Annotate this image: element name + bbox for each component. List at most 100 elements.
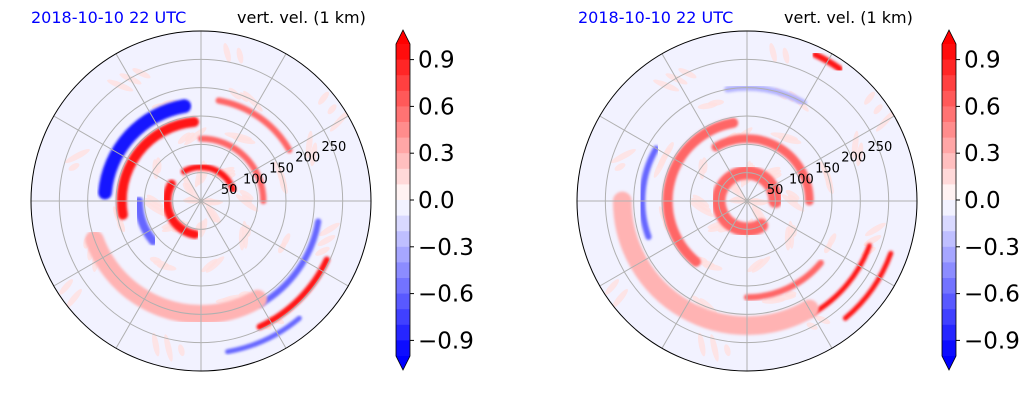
colorbar-extend-max	[942, 30, 956, 44]
field-speckle	[752, 208, 762, 223]
field-speckle	[206, 208, 216, 223]
colorbar-level	[942, 262, 956, 279]
colorbar-extend-max	[396, 30, 410, 44]
grid-spoke	[746, 53, 833, 202]
grid-spoke	[115, 200, 202, 349]
timestamp-label: 2018-10-10 22 UTC	[31, 8, 187, 27]
field-speckle	[59, 279, 73, 295]
grid-spoke	[746, 115, 895, 202]
colorbar-tick-label: −0.3	[418, 235, 474, 261]
grid-spoke	[115, 53, 202, 202]
grid-spoke	[200, 200, 287, 349]
field-speckle	[236, 47, 244, 64]
field-speckle	[678, 68, 697, 79]
downdraft-band	[225, 315, 302, 355]
panel-left: 2018-10-10 22 UTC vert. vel. (1 km) 50 10…	[30, 8, 474, 372]
polar-boundary	[30, 30, 372, 372]
field-speckle	[662, 142, 674, 160]
colorbar-level	[396, 137, 410, 154]
colorbar-level	[396, 309, 410, 326]
colorbar-level	[942, 59, 956, 76]
updraft-band	[842, 250, 894, 321]
colorbar-level	[396, 106, 410, 123]
downdraft-band	[98, 99, 192, 200]
colorbar-level	[942, 215, 956, 232]
colorbar-tick-label: 0.6	[964, 94, 1001, 120]
colorbar-tick-label: 0.9	[964, 48, 1001, 74]
colorbar-level	[942, 246, 956, 263]
field-speckle	[243, 90, 263, 112]
field-speckle	[653, 79, 680, 92]
field-speckle	[184, 132, 195, 142]
field-speckle	[164, 334, 173, 362]
radial-tick-label: 100	[789, 172, 814, 187]
variable-label: vert. vel. (1 km)	[784, 8, 913, 27]
colorbar-outline	[395, 29, 411, 371]
grid-spoke	[200, 200, 349, 287]
field-speckle	[724, 344, 731, 357]
radial-tick-label: 150	[269, 161, 294, 176]
colorbar-level	[396, 75, 410, 92]
colorbar-level	[396, 184, 410, 201]
field-speckle	[239, 189, 254, 201]
timestamp-label: 2018-10-10 22 UTC	[578, 8, 734, 27]
colorbar-level	[942, 168, 956, 185]
grid-spoke	[599, 115, 748, 202]
field-speckle	[66, 288, 82, 308]
field-speckle	[107, 79, 134, 92]
colorbar-level	[942, 309, 956, 326]
field-speckle	[605, 279, 619, 295]
colorbar-level	[942, 153, 956, 170]
grid-spoke	[53, 115, 202, 202]
field-speckle	[228, 87, 242, 100]
colorbar-extend-min	[942, 356, 956, 370]
updraft-band	[197, 135, 267, 205]
field-speckle	[751, 256, 771, 273]
field-speckle	[238, 226, 245, 251]
colorbar-tick-label: 0.3	[418, 141, 455, 167]
downdraft-band	[134, 196, 158, 246]
radial-tick-label: 250	[321, 140, 346, 155]
updraft-band	[116, 116, 200, 220]
colorbar-tick-label: 0.9	[418, 48, 455, 74]
colorbar-level	[396, 168, 410, 185]
field-speckle	[785, 189, 800, 201]
colorbar-level	[942, 340, 956, 357]
field-speckle	[317, 235, 336, 247]
colorbar-level	[942, 324, 956, 341]
colorbar-level	[396, 278, 410, 295]
variable-label: vert. vel. (1 km)	[237, 8, 366, 27]
radial-tick-label: 200	[295, 151, 320, 166]
grid-spoke	[599, 200, 748, 287]
field-speckle	[708, 99, 724, 106]
colorbar-level	[942, 293, 956, 310]
colorbar-level	[396, 215, 410, 232]
field-speckle	[864, 91, 876, 105]
downdraft-band	[639, 145, 660, 240]
field-speckle	[864, 222, 886, 237]
colorbar-level	[396, 59, 410, 76]
colorbar-outline	[941, 29, 957, 371]
field-speckle	[747, 258, 764, 273]
field-speckle	[149, 256, 162, 264]
updraft-band	[256, 256, 330, 330]
field-speckle	[784, 226, 791, 251]
field-speckle	[612, 288, 628, 308]
radial-tick-label: 150	[815, 161, 840, 176]
colorbar-level	[396, 340, 410, 357]
colorbar-tick-label: 0.6	[418, 94, 455, 120]
field-speckle	[223, 43, 231, 63]
field-speckle	[698, 332, 706, 357]
downdraft-band	[257, 218, 322, 308]
field-speckle	[315, 246, 330, 256]
updraft-band	[162, 179, 200, 239]
field-speckle	[614, 162, 626, 171]
updraft-band	[215, 97, 293, 154]
grid-spoke	[746, 200, 895, 287]
updraft-band	[809, 243, 872, 317]
field-speckle	[782, 47, 790, 64]
updraft-band	[180, 163, 237, 193]
colorbar-level	[942, 44, 956, 61]
